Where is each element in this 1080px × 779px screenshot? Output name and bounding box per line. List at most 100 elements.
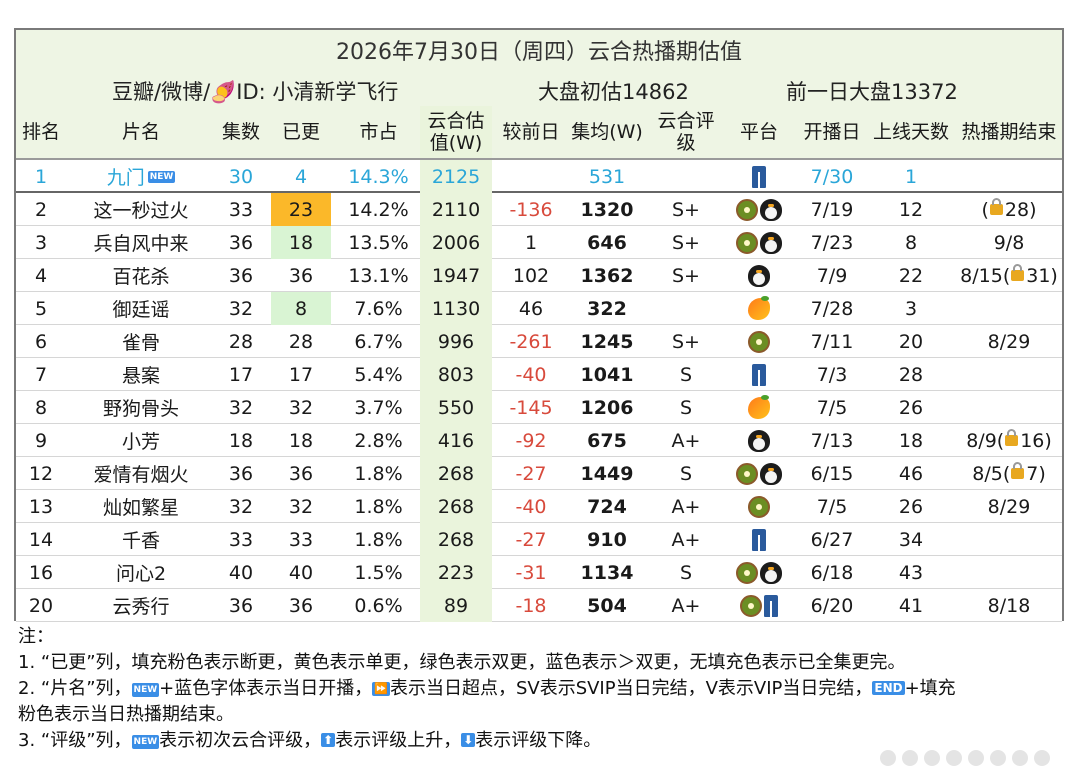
kiwi-icon [748,495,770,518]
cell-days: 26 [898,495,924,518]
note-line-3d: 表示评级下降。 [475,730,602,751]
header-value: 云合估 值(W) [420,106,492,158]
cell-platforms [724,292,794,325]
cell-name: 悬案 [66,358,216,391]
show-name: 云秀行 [112,596,170,618]
cell-avg: 504 [587,594,627,617]
cell-updated: 36 [288,264,314,287]
cell-avg: 1362 [580,264,634,287]
mango-icon [748,295,770,320]
table-row: 5 御廷谣 32 8 7.6% 1130 46 322 7/28 3 [16,292,1062,325]
cell-updated: 36 [288,462,314,485]
cell-grade: A+ [671,528,701,551]
cell-delta: -27 [515,528,547,551]
cell-name: 雀骨 [66,325,216,358]
show-name: 千香 [121,530,160,552]
mango-icon [748,394,770,419]
source-credit: 豆瓣/微博/🍠ID: 小清新学飞行 [112,80,399,104]
cell-updated: 23 [271,193,331,226]
cell-updated: 18 [288,429,314,452]
cell-value: 550 [420,391,492,424]
cell-delta: -40 [515,363,547,386]
show-name: 问心2 [115,563,167,585]
cell-days: 18 [898,429,924,452]
lock-icon [989,198,1003,215]
table-body: 1 九门 NEW 30 4 14.3% 2125 531 7/30 1 2 这一秒过火 33 23 14.2… [16,160,1064,622]
cell-days: 43 [898,561,924,584]
cell-value: 803 [420,358,492,391]
dot [1034,750,1050,766]
dot [946,750,962,766]
notes-heading: 注： [18,626,54,647]
cell-platforms [724,226,794,259]
cell-start: 7/5 [816,396,848,419]
cell-updated: 33 [288,528,314,551]
lock-icon [1005,429,1019,446]
note-line-3b: 表示初次云合评级， [159,730,322,751]
header-grade: 云合评 级 [648,106,724,158]
table-row: 12 爱情有烟火 36 36 1.8% 268 -27 1449 S 6/15 46 8/5(7) [16,457,1062,490]
cell-value: 89 [420,589,492,622]
cell-end: 8/18 [987,594,1031,617]
header-end: 热播期结束 [961,121,1057,143]
cell-platforms [724,193,794,226]
dot [880,750,896,766]
cell-delta: -261 [509,330,553,353]
cell-grade [648,160,724,193]
end-icon: END [872,681,905,695]
cell-rank: 5 [34,297,48,320]
cell-avg: 910 [587,528,627,551]
cell-avg: 675 [587,429,627,452]
cell-share: 2.8% [354,429,403,452]
cell-share: 0.6% [354,594,403,617]
cell-start: 6/15 [810,462,854,485]
show-name: 御廷谣 [112,299,170,321]
header-share: 市占 [359,121,398,143]
cell-start: 7/11 [810,330,854,353]
cell-name: 野狗骨头 [66,391,216,424]
jeans-icon [752,165,766,188]
cell-days: 3 [904,297,918,320]
cell-share: 5.4% [354,363,403,386]
new-icon: NEW [131,735,160,749]
cell-rank: 8 [34,396,48,419]
cell-grade: S [679,396,693,419]
cell-updated: 17 [288,363,314,386]
cell-end [954,523,1064,556]
dot [924,750,940,766]
cell-start: 7/9 [816,264,848,287]
arrow-up-icon: ⬆ [321,733,336,747]
dot [968,750,984,766]
show-name: 灿如繁星 [102,497,179,519]
cell-grade: S+ [672,264,700,287]
cell-episodes: 36 [228,594,254,617]
cell-start: 7/28 [810,297,854,320]
cell-name: 灿如繁星 [66,490,216,523]
cell-avg: 1206 [580,396,634,419]
table-row: 3 兵自风中来 36 18 13.5% 2006 1 646 S+ 7/23 8 9/8 [16,226,1062,259]
kiwi-icon [740,594,762,617]
info-row: 豆瓣/微博/🍠ID: 小清新学飞行 大盘初估14862 前一日大盘13372 [16,70,1062,106]
cell-grade: A+ [671,429,701,452]
cell-platforms [724,556,794,589]
market-prev: 前一日大盘13372 [786,80,958,104]
cell-rank: 4 [34,264,48,287]
kiwi-icon [736,231,758,254]
cell-grade: A+ [671,594,701,617]
table-row: 13 灿如繁星 32 32 1.8% 268 -40 724 A+ 7/5 26 8/29 [16,490,1062,523]
cell-share: 1.5% [354,561,403,584]
header-divider [16,158,1062,160]
cell-updated: 36 [288,594,314,617]
cell-value: 2125 [420,160,492,193]
cell-end: 8/15(31) [954,259,1064,292]
cell-delta: 46 [518,297,544,320]
show-name: 小芳 [121,431,160,453]
cell-updated: 32 [288,396,314,419]
cell-share: 13.1% [348,264,409,287]
kiwi-icon [748,330,770,353]
cell-days: 8 [904,231,918,254]
lock-icon [1011,462,1025,479]
cell-rank: 2 [34,198,48,221]
new-icon: NEW [147,170,176,183]
cell-grade: S+ [672,330,700,353]
